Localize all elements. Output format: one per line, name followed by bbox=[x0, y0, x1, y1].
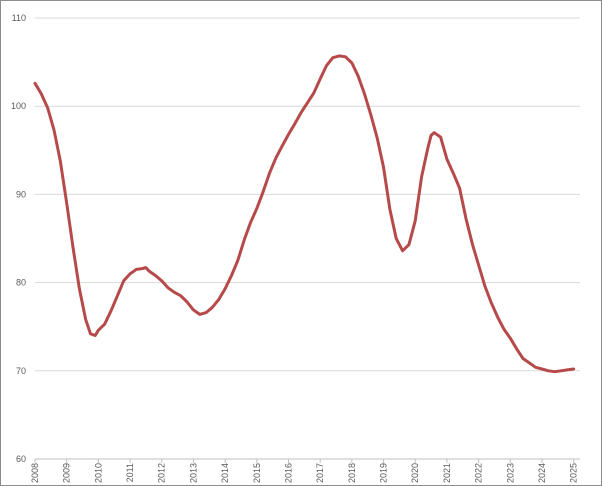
x-tick-label: 2019 bbox=[379, 463, 389, 483]
x-tick-label: 2020 bbox=[410, 463, 420, 483]
x-tick-label: 2024 bbox=[537, 463, 547, 483]
x-tick-label: 2025 bbox=[569, 463, 579, 483]
x-tick-label: 2016 bbox=[283, 463, 293, 483]
x-tick-label: 2021 bbox=[442, 463, 452, 483]
y-tick-label: 60 bbox=[16, 454, 26, 464]
x-tick-label: 2013 bbox=[188, 463, 198, 483]
gridlines bbox=[35, 17, 580, 372]
x-tick-label: 2015 bbox=[252, 463, 262, 483]
x-tick-label: 2010 bbox=[93, 463, 103, 483]
x-tick-label: 2008 bbox=[30, 463, 40, 483]
x-tick-label: 2011 bbox=[125, 463, 135, 482]
x-tick-label: 2022 bbox=[474, 463, 484, 483]
x-axis: 2008 2009 2010 2011 2012 2013 2014 2015 2016 2017… bbox=[30, 458, 580, 483]
series-line-0 bbox=[33, 54, 576, 374]
y-tick-label: 80 bbox=[16, 278, 26, 288]
series-group bbox=[33, 54, 576, 374]
y-tick-label: 70 bbox=[16, 366, 26, 376]
x-tick-label: 2023 bbox=[505, 463, 515, 483]
y-axis: 60 70 80 90 100 110 bbox=[11, 13, 26, 464]
x-tick-label: 2014 bbox=[220, 463, 230, 483]
x-tick-label: 2009 bbox=[62, 463, 72, 483]
x-tick-label: 2012 bbox=[157, 463, 167, 483]
y-tick-label: 110 bbox=[12, 13, 26, 23]
x-tick-label: 2018 bbox=[347, 463, 357, 483]
x-tick-label: 2017 bbox=[315, 463, 325, 483]
y-tick-label: 90 bbox=[16, 189, 26, 199]
y-tick-label: 100 bbox=[11, 101, 26, 111]
